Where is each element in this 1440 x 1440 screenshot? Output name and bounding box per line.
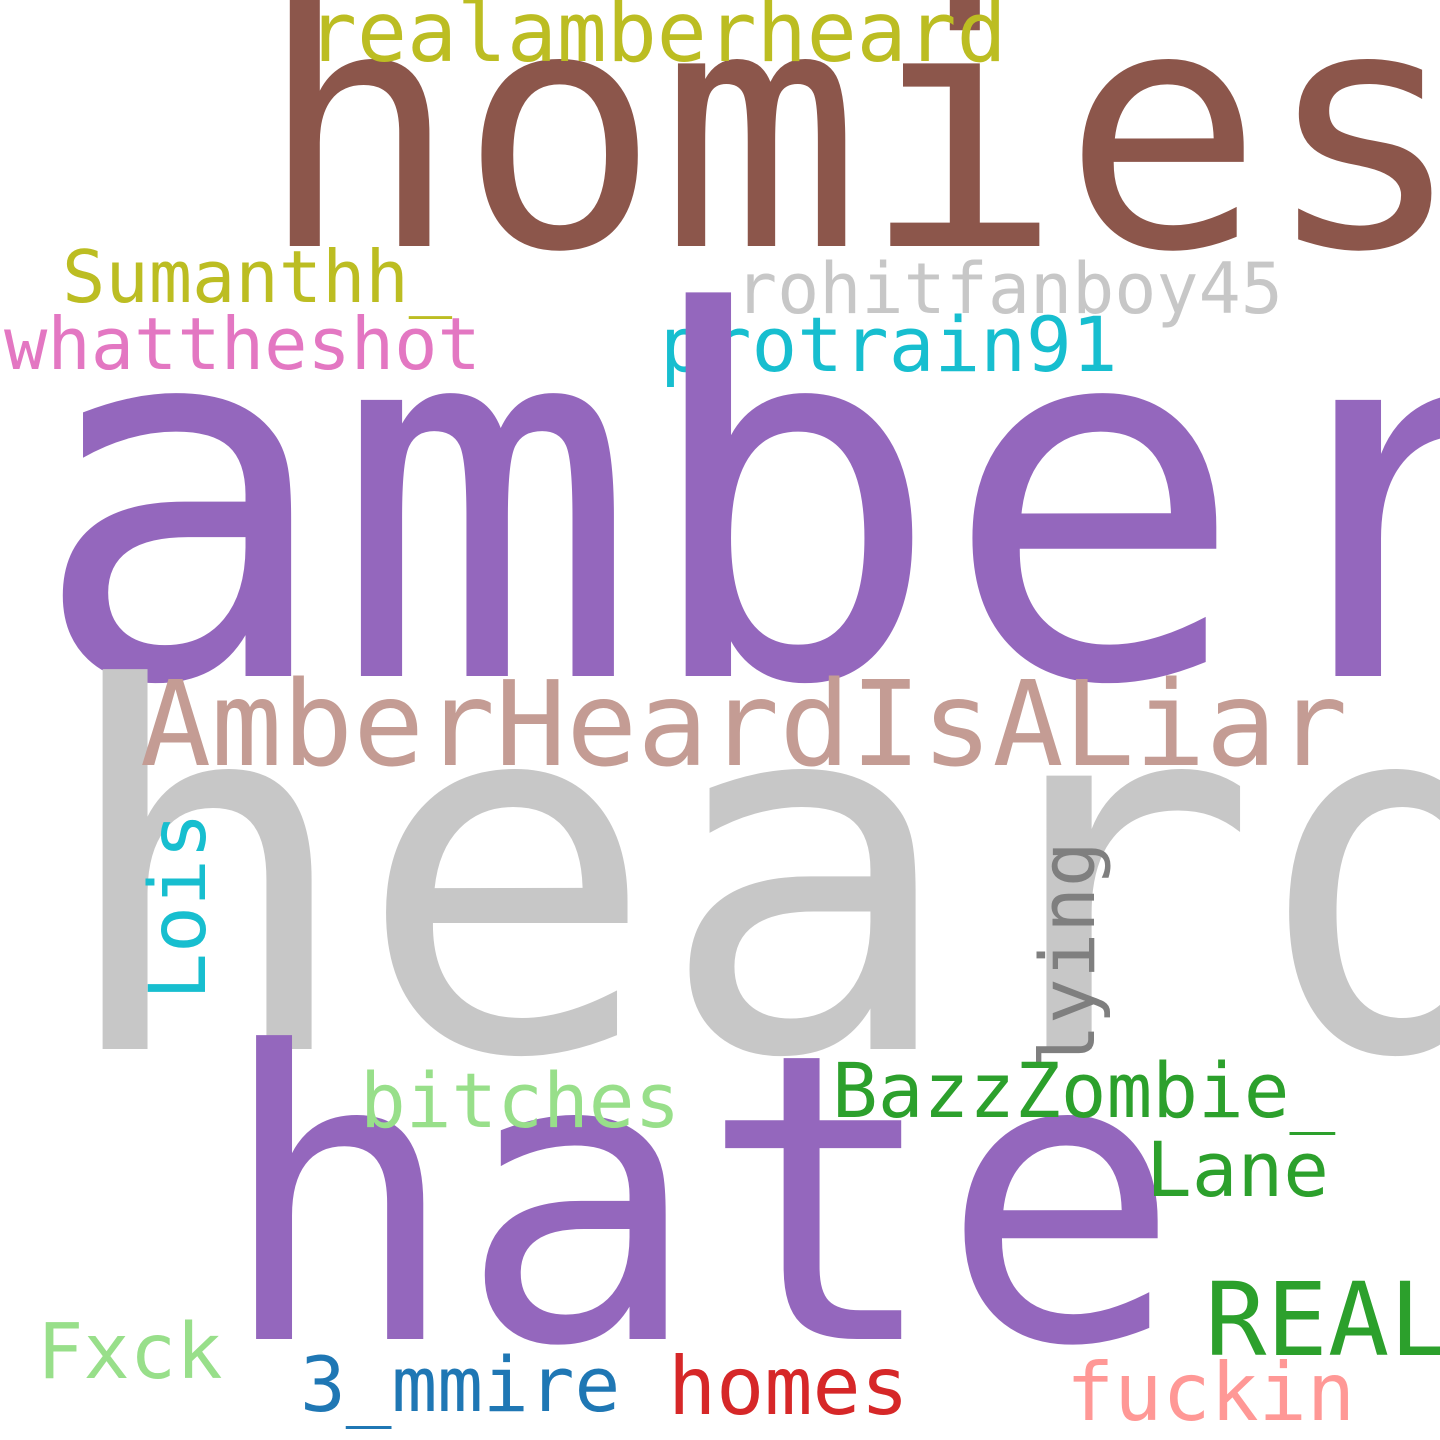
word-lane: Lane [1146,1125,1330,1214]
word-homies: homies [258,0,1440,325]
word-whattheshot: whattheshot [4,302,481,386]
word-realamberheard: realamberheard [307,0,1007,81]
word-bazzzombie: BazzZombie_ [832,1046,1336,1135]
word-heard: heard [55,585,1440,1167]
word-lois: Lois [134,812,224,1000]
word-amber: amber [30,208,1440,796]
word-homes: homes [668,1340,909,1433]
word-3-mmire: 3_mmire [300,1340,621,1429]
word-hate: hate [218,969,1182,1434]
word-protrain91: protrain91 [660,300,1118,389]
word-real: REAL [1205,1261,1440,1380]
word-amberheardisaliar: AmberHeardIsALiar [140,655,1348,793]
word-sumanthh: Sumanthh_ [62,235,453,319]
word-fxck: Fxck [37,1308,223,1397]
word-fuckin: fuckin [1066,1346,1355,1439]
word-bitches: bitches [360,1056,681,1145]
word-rohitfanboy45: rohitfanboy45 [735,248,1283,330]
